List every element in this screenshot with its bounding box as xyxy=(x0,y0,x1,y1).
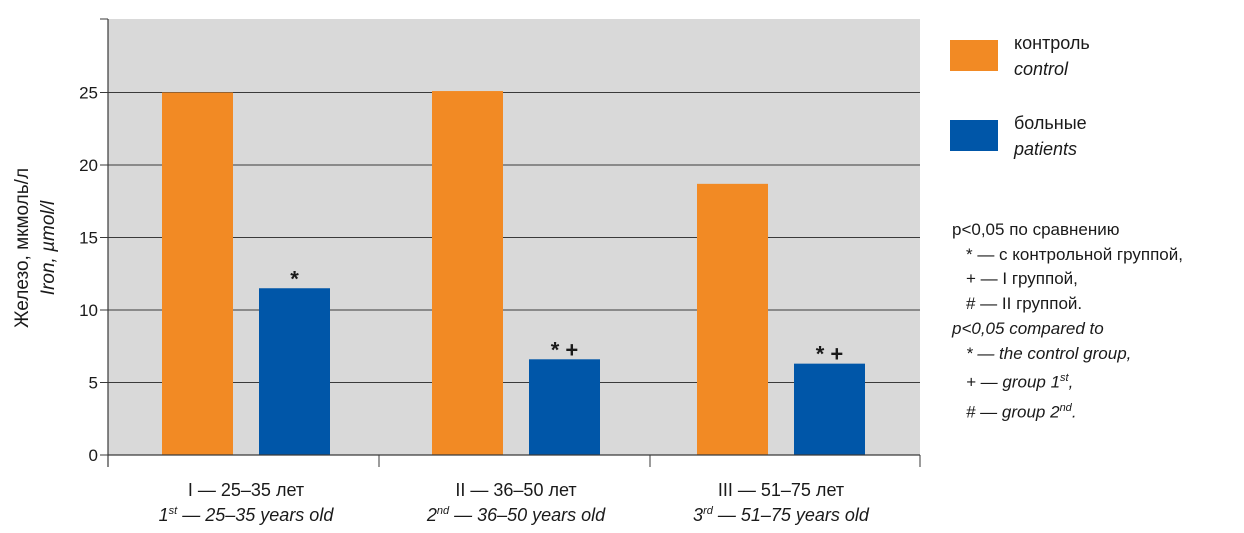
note-line: p<0,05 по сравнению xyxy=(952,220,1120,239)
bar-control xyxy=(162,92,233,455)
significance-marker: * xyxy=(290,266,299,291)
note-line: p<0,05 compared to xyxy=(952,318,1104,338)
y-tick-label: 15 xyxy=(79,229,98,248)
y-axis-title: Железо, мкмоль/л Iron, µmol/l xyxy=(12,168,59,328)
note-text: + — group 1 xyxy=(966,372,1061,392)
x-category-label-en: 1st — 25–35 years old xyxy=(159,505,335,525)
legend-swatch-patients xyxy=(950,120,998,151)
legend-label-control-ru: контроль xyxy=(1014,33,1090,53)
bar-control xyxy=(697,183,768,455)
bar-patients xyxy=(259,288,330,455)
note-line: * — с контрольной группой, xyxy=(966,244,1183,264)
x-category-label-ru: I — 25–35 лет xyxy=(188,480,304,500)
legend-label-patients-ru: больные xyxy=(1014,113,1087,133)
significance-marker: * + xyxy=(816,342,844,367)
y-tick-label: 5 xyxy=(89,374,98,393)
x-category-label-ru: III — 51–75 лет xyxy=(718,480,844,500)
legend-label-control-en: control xyxy=(1014,59,1069,79)
note-line: + — group 1st, xyxy=(952,366,1183,395)
note-text: , xyxy=(1068,372,1074,392)
legend-label-patients-en: patients xyxy=(1014,139,1078,159)
x-category-label-en: 3rd — 51–75 years old xyxy=(693,505,870,525)
bar-patients xyxy=(794,363,865,455)
legend-swatch-control xyxy=(950,40,998,71)
significance-notes: p<0,05 по сравнению * — с контрольной гр… xyxy=(952,218,1183,425)
x-category-label-ru: II — 36–50 лет xyxy=(455,480,576,500)
bar-patients xyxy=(529,359,600,455)
x-category-label-en: 2nd — 36–50 years old xyxy=(426,505,606,525)
y-tick-label: 20 xyxy=(79,156,98,175)
note-sup: st xyxy=(1060,372,1069,385)
significance-marker: * + xyxy=(551,337,579,362)
note-line: * — the control group, xyxy=(966,343,1132,363)
note-sup: nd xyxy=(1059,401,1072,414)
note-line: # — group 2nd. xyxy=(952,396,1183,425)
bar-control xyxy=(432,91,503,456)
y-axis-title-ru: Железо, мкмоль/л xyxy=(12,168,33,328)
note-line: + — I группой, xyxy=(966,269,1078,289)
y-tick-label: 0 xyxy=(89,446,98,465)
note-line: # — II группой. xyxy=(966,294,1083,314)
y-tick-label: 25 xyxy=(79,84,98,103)
note-text: . xyxy=(1071,402,1077,422)
y-tick-label: 10 xyxy=(79,301,98,320)
bar-chart: 0 5 10 15 20 25 I — 25–35 лет 1st — 25–35 years… xyxy=(12,18,921,525)
note-text: # — group 2 xyxy=(966,402,1060,422)
y-axis-title-en: Iron, µmol/l xyxy=(38,200,59,295)
